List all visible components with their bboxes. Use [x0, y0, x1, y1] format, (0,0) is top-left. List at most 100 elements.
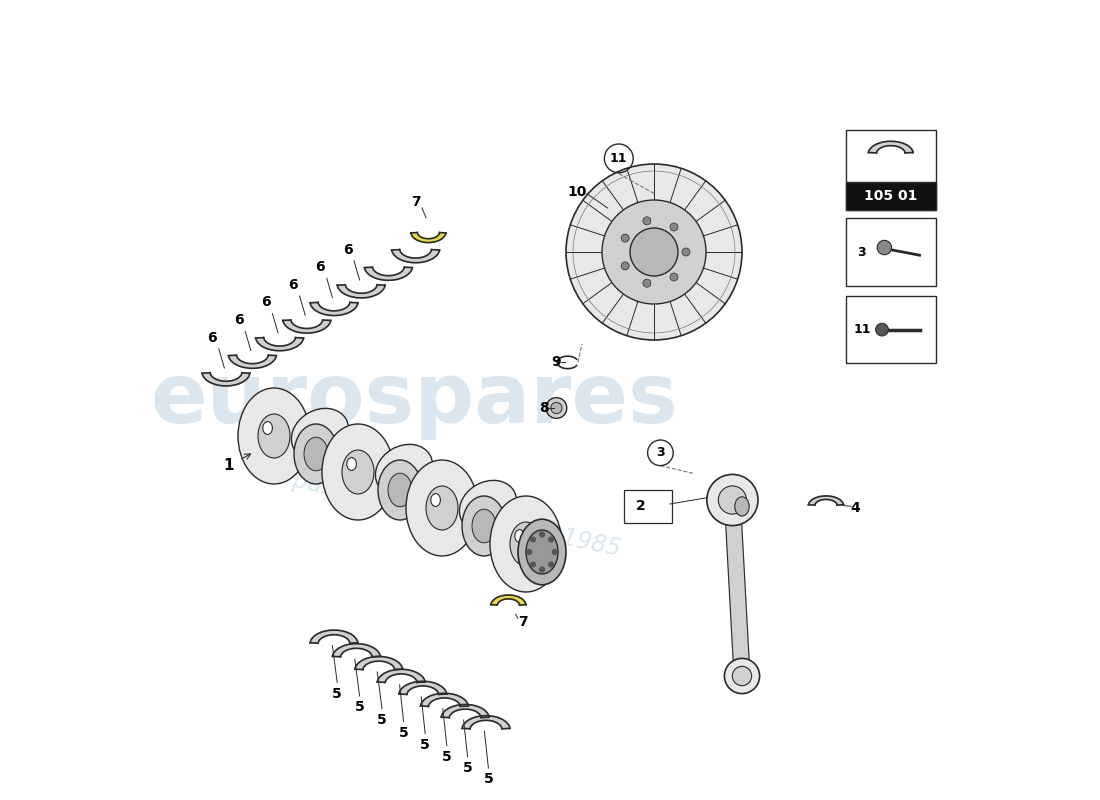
Circle shape — [621, 262, 629, 270]
Ellipse shape — [258, 414, 290, 458]
Circle shape — [530, 562, 536, 567]
Circle shape — [527, 550, 531, 554]
Ellipse shape — [460, 480, 517, 532]
Circle shape — [551, 402, 562, 414]
Circle shape — [642, 217, 651, 225]
Ellipse shape — [518, 519, 567, 585]
Ellipse shape — [375, 444, 432, 496]
Ellipse shape — [735, 497, 749, 516]
Ellipse shape — [510, 522, 542, 566]
Polygon shape — [229, 355, 276, 368]
Ellipse shape — [526, 530, 558, 574]
Text: 5: 5 — [354, 700, 364, 714]
Polygon shape — [332, 644, 381, 657]
Ellipse shape — [388, 473, 412, 507]
Text: a passion for parts since 1985: a passion for parts since 1985 — [270, 463, 623, 561]
Polygon shape — [808, 496, 844, 505]
Text: 5: 5 — [377, 713, 387, 727]
Text: 5: 5 — [420, 738, 430, 752]
Text: 5: 5 — [442, 750, 452, 764]
Circle shape — [707, 474, 758, 526]
Circle shape — [530, 537, 536, 542]
Ellipse shape — [490, 496, 562, 592]
Text: 6: 6 — [261, 295, 271, 310]
Text: 2: 2 — [636, 498, 646, 513]
Text: 5: 5 — [463, 761, 473, 775]
Polygon shape — [462, 716, 510, 729]
FancyBboxPatch shape — [846, 130, 936, 210]
Ellipse shape — [472, 509, 496, 542]
Polygon shape — [377, 670, 425, 682]
Text: 7: 7 — [410, 194, 420, 209]
Circle shape — [876, 323, 889, 336]
Circle shape — [642, 279, 651, 287]
Polygon shape — [420, 694, 469, 706]
Circle shape — [546, 398, 566, 418]
Circle shape — [540, 567, 544, 572]
Ellipse shape — [406, 460, 478, 556]
Circle shape — [549, 537, 553, 542]
FancyBboxPatch shape — [846, 182, 936, 210]
Ellipse shape — [294, 424, 338, 484]
Text: 6: 6 — [288, 278, 298, 292]
Polygon shape — [399, 682, 447, 694]
Text: 5: 5 — [398, 726, 408, 740]
Text: 8: 8 — [539, 401, 549, 415]
Text: 11: 11 — [610, 152, 627, 165]
Circle shape — [670, 273, 678, 281]
Circle shape — [682, 248, 690, 256]
Polygon shape — [725, 499, 750, 677]
Text: 6: 6 — [343, 242, 352, 257]
Ellipse shape — [431, 494, 440, 506]
Ellipse shape — [426, 486, 458, 530]
Text: 5: 5 — [332, 686, 342, 701]
Circle shape — [621, 234, 629, 242]
Circle shape — [540, 532, 544, 537]
Polygon shape — [255, 338, 304, 350]
Text: 105 01: 105 01 — [865, 189, 917, 203]
Ellipse shape — [346, 458, 356, 470]
Ellipse shape — [292, 408, 349, 460]
Circle shape — [602, 200, 706, 304]
Polygon shape — [869, 142, 913, 153]
Ellipse shape — [263, 422, 273, 434]
Text: 9: 9 — [551, 355, 561, 370]
Polygon shape — [338, 285, 385, 298]
Text: 6: 6 — [208, 330, 217, 345]
FancyBboxPatch shape — [846, 218, 936, 286]
Circle shape — [733, 666, 751, 686]
Circle shape — [566, 164, 742, 340]
Text: eurospares: eurospares — [150, 359, 678, 441]
FancyBboxPatch shape — [846, 296, 936, 363]
Text: 3: 3 — [858, 246, 867, 258]
Circle shape — [549, 562, 553, 567]
Polygon shape — [310, 302, 358, 315]
Text: 11: 11 — [854, 323, 871, 336]
Text: 10: 10 — [568, 185, 587, 199]
Ellipse shape — [238, 388, 310, 484]
Polygon shape — [392, 250, 440, 262]
Circle shape — [552, 550, 558, 554]
Circle shape — [630, 228, 678, 276]
Polygon shape — [310, 630, 358, 643]
Ellipse shape — [304, 437, 328, 470]
Circle shape — [718, 486, 747, 514]
Polygon shape — [355, 657, 403, 670]
Text: 6: 6 — [316, 260, 326, 274]
Text: 5: 5 — [484, 772, 493, 786]
Polygon shape — [441, 705, 490, 718]
Circle shape — [877, 240, 892, 254]
Polygon shape — [202, 373, 250, 386]
Polygon shape — [491, 595, 526, 605]
Text: 6: 6 — [234, 313, 243, 327]
Polygon shape — [411, 233, 446, 242]
Ellipse shape — [322, 424, 394, 520]
Ellipse shape — [462, 496, 506, 556]
Circle shape — [725, 658, 760, 694]
Ellipse shape — [515, 530, 525, 542]
Circle shape — [670, 223, 678, 231]
Polygon shape — [364, 267, 412, 280]
Text: 7: 7 — [518, 615, 528, 630]
Text: 1: 1 — [223, 458, 233, 473]
Ellipse shape — [378, 460, 422, 520]
